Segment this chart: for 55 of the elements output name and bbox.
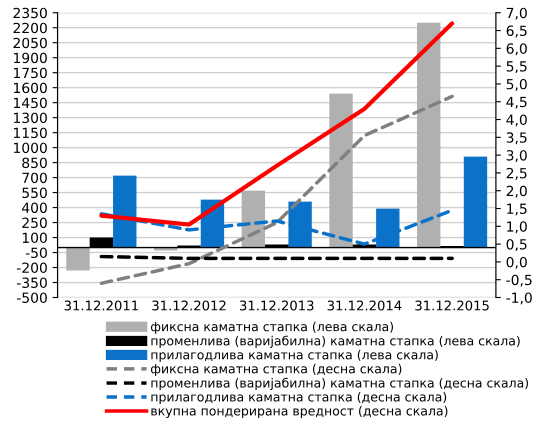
y2-tick-label: 5,5: [506, 61, 527, 74]
x-tick-label: 31.12.2011: [64, 300, 138, 310]
y-tick-label: 400: [22, 202, 47, 214]
y2-tick-label: 2,0: [506, 186, 527, 198]
x-tick-label: 31.12.2013: [240, 300, 314, 310]
legend-label: променлива (варијабилна) каматна стапка (лева скала): [151, 336, 520, 348]
y-tick-label: 1300: [14, 112, 47, 124]
legend-label: фиксна каматна стапка (десна скала): [150, 364, 402, 376]
y2-tick-label: -0,5: [506, 274, 532, 287]
y-tick-label: 550: [22, 188, 47, 198]
bar: [417, 22, 440, 248]
y-tick-label: 1450: [14, 98, 47, 108]
bar: [464, 156, 488, 248]
y-tick-label: 2200: [13, 22, 47, 34]
x-tick-label: 31.12.2014: [328, 300, 402, 310]
legend-label: вкупна пондерирана вредност (десна скала): [151, 406, 448, 418]
y2-tick-label: 0,5: [506, 239, 527, 251]
legend-label: променлива (варијабилна) каматна стапка (десна скала): [151, 378, 528, 390]
y2-tick-label: 0,0: [506, 256, 527, 269]
y2-tick-label: 2,5: [506, 168, 527, 180]
y-tick-label: -200: [16, 262, 47, 273]
y2-tick-label: 4,0: [506, 114, 527, 126]
y2-tick-label: 3,0: [506, 150, 527, 162]
y2-tick-label: 4,5: [506, 96, 527, 109]
y-tick-label: 700: [22, 172, 47, 184]
y-tick-label: -500: [16, 292, 47, 303]
y-tick-label: 1600: [14, 82, 47, 94]
y-tick-label: 100: [22, 232, 47, 244]
y-tick-label: -50: [26, 248, 47, 258]
legend-label: фиксна каматна стапка (лева скала): [150, 322, 393, 334]
line-series: [99, 21, 454, 227]
y2-tick-label: 3,5: [506, 132, 527, 144]
y2-tick-label: 5,0: [506, 78, 527, 91]
x-tick-label: 31.12.2012: [152, 300, 226, 310]
bar: [66, 248, 90, 271]
y-tick-label: 850: [22, 158, 47, 168]
y-tick-label: 250: [22, 218, 47, 228]
x-tick-label: 31.12.2015: [415, 300, 489, 310]
bar: [329, 94, 353, 248]
y2-tick-label: 7,0: [506, 8, 527, 20]
y-tick-label: 2350: [13, 8, 47, 18]
y2-tick-label: -1,0: [506, 292, 532, 304]
y-tick-label: 1150: [14, 128, 47, 138]
y-tick-label: 2050: [13, 38, 47, 48]
legend-label: прилагодлива каматна стапка (десна скала): [151, 392, 446, 404]
y-tick-label: 1000: [14, 142, 47, 154]
y-tick-label: 1750: [14, 68, 47, 78]
y-tick-label: -350: [16, 277, 47, 288]
y2-tick-label: 6,0: [506, 43, 527, 56]
y-tick-label: 1900: [14, 52, 47, 64]
line-series: [100, 94, 454, 285]
y2-tick-label: 1,0: [507, 221, 527, 234]
y2-tick-label: 6,5: [506, 26, 527, 38]
y2-tick-label: 1,5: [507, 204, 527, 216]
legend-label: прилагодлива каматна стапка (лева скала): [151, 350, 438, 362]
